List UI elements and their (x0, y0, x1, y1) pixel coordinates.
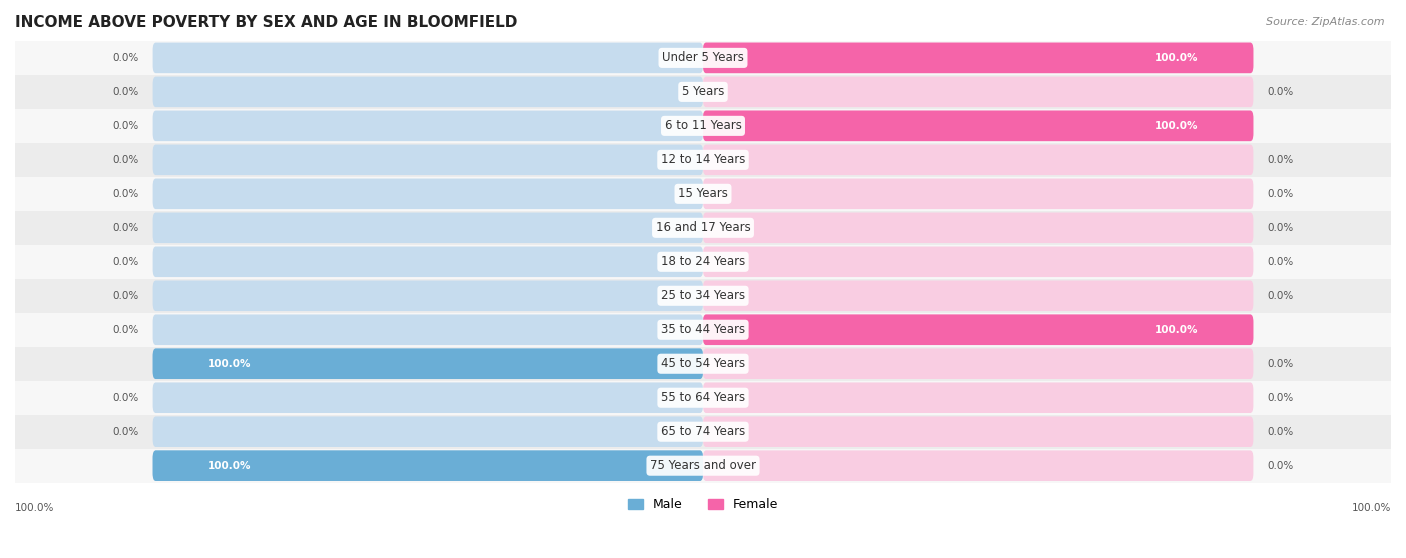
FancyBboxPatch shape (153, 450, 703, 481)
FancyBboxPatch shape (703, 450, 1253, 481)
FancyBboxPatch shape (153, 213, 703, 243)
Text: Source: ZipAtlas.com: Source: ZipAtlas.com (1267, 17, 1385, 27)
FancyBboxPatch shape (15, 245, 1391, 279)
FancyBboxPatch shape (153, 450, 703, 481)
FancyBboxPatch shape (703, 110, 1253, 141)
Text: Under 5 Years: Under 5 Years (662, 51, 744, 64)
Text: 0.0%: 0.0% (1267, 393, 1294, 403)
Text: 0.0%: 0.0% (112, 53, 139, 63)
Text: 16 and 17 Years: 16 and 17 Years (655, 222, 751, 234)
Text: 45 to 54 Years: 45 to 54 Years (661, 357, 745, 371)
Text: 0.0%: 0.0% (112, 155, 139, 165)
FancyBboxPatch shape (703, 76, 1253, 107)
Legend: Male, Female: Male, Female (623, 493, 783, 516)
Text: 15 Years: 15 Years (678, 187, 728, 200)
FancyBboxPatch shape (703, 281, 1253, 311)
Text: 100.0%: 100.0% (1154, 325, 1198, 335)
Text: 100.0%: 100.0% (208, 359, 252, 369)
Text: 18 to 24 Years: 18 to 24 Years (661, 255, 745, 268)
FancyBboxPatch shape (703, 110, 1253, 141)
Text: 12 to 14 Years: 12 to 14 Years (661, 153, 745, 166)
FancyBboxPatch shape (15, 75, 1391, 109)
Text: 0.0%: 0.0% (1267, 461, 1294, 471)
FancyBboxPatch shape (703, 382, 1253, 413)
Text: 35 to 44 Years: 35 to 44 Years (661, 323, 745, 336)
Text: 0.0%: 0.0% (112, 257, 139, 267)
Text: 0.0%: 0.0% (112, 325, 139, 335)
FancyBboxPatch shape (15, 41, 1391, 75)
FancyBboxPatch shape (703, 145, 1253, 175)
Text: 0.0%: 0.0% (112, 189, 139, 199)
Text: 100.0%: 100.0% (208, 461, 252, 471)
Text: 0.0%: 0.0% (112, 223, 139, 233)
FancyBboxPatch shape (703, 315, 1253, 345)
FancyBboxPatch shape (153, 348, 703, 379)
FancyBboxPatch shape (703, 416, 1253, 447)
Text: 100.0%: 100.0% (1351, 503, 1391, 513)
Text: 0.0%: 0.0% (112, 427, 139, 437)
Text: 0.0%: 0.0% (112, 87, 139, 97)
FancyBboxPatch shape (15, 449, 1391, 483)
Text: 6 to 11 Years: 6 to 11 Years (665, 119, 741, 132)
FancyBboxPatch shape (703, 179, 1253, 209)
FancyBboxPatch shape (15, 279, 1391, 313)
FancyBboxPatch shape (153, 348, 703, 379)
Text: 65 to 74 Years: 65 to 74 Years (661, 425, 745, 438)
Text: 55 to 64 Years: 55 to 64 Years (661, 391, 745, 404)
FancyBboxPatch shape (15, 143, 1391, 177)
FancyBboxPatch shape (15, 177, 1391, 211)
FancyBboxPatch shape (153, 179, 703, 209)
FancyBboxPatch shape (153, 247, 703, 277)
FancyBboxPatch shape (153, 110, 703, 141)
FancyBboxPatch shape (703, 247, 1253, 277)
Text: 0.0%: 0.0% (1267, 427, 1294, 437)
FancyBboxPatch shape (15, 313, 1391, 347)
Text: 0.0%: 0.0% (1267, 87, 1294, 97)
FancyBboxPatch shape (15, 211, 1391, 245)
FancyBboxPatch shape (153, 416, 703, 447)
Text: 0.0%: 0.0% (1267, 291, 1294, 301)
Text: 0.0%: 0.0% (1267, 257, 1294, 267)
Text: 100.0%: 100.0% (1154, 53, 1198, 63)
Text: INCOME ABOVE POVERTY BY SEX AND AGE IN BLOOMFIELD: INCOME ABOVE POVERTY BY SEX AND AGE IN B… (15, 15, 517, 30)
Text: 0.0%: 0.0% (112, 291, 139, 301)
FancyBboxPatch shape (153, 42, 703, 73)
FancyBboxPatch shape (703, 42, 1253, 73)
FancyBboxPatch shape (15, 109, 1391, 143)
FancyBboxPatch shape (15, 381, 1391, 415)
FancyBboxPatch shape (153, 281, 703, 311)
Text: 100.0%: 100.0% (1154, 121, 1198, 131)
FancyBboxPatch shape (15, 347, 1391, 381)
FancyBboxPatch shape (153, 145, 703, 175)
FancyBboxPatch shape (153, 76, 703, 107)
Text: 0.0%: 0.0% (112, 393, 139, 403)
Text: 75 Years and over: 75 Years and over (650, 459, 756, 472)
Text: 0.0%: 0.0% (1267, 359, 1294, 369)
FancyBboxPatch shape (703, 42, 1253, 73)
FancyBboxPatch shape (703, 213, 1253, 243)
Text: 5 Years: 5 Years (682, 85, 724, 98)
Text: 0.0%: 0.0% (1267, 189, 1294, 199)
FancyBboxPatch shape (703, 348, 1253, 379)
Text: 100.0%: 100.0% (15, 503, 55, 513)
Text: 0.0%: 0.0% (1267, 155, 1294, 165)
Text: 0.0%: 0.0% (1267, 223, 1294, 233)
FancyBboxPatch shape (703, 315, 1253, 345)
Text: 0.0%: 0.0% (112, 121, 139, 131)
FancyBboxPatch shape (153, 382, 703, 413)
Text: 25 to 34 Years: 25 to 34 Years (661, 289, 745, 302)
FancyBboxPatch shape (15, 415, 1391, 449)
FancyBboxPatch shape (153, 315, 703, 345)
